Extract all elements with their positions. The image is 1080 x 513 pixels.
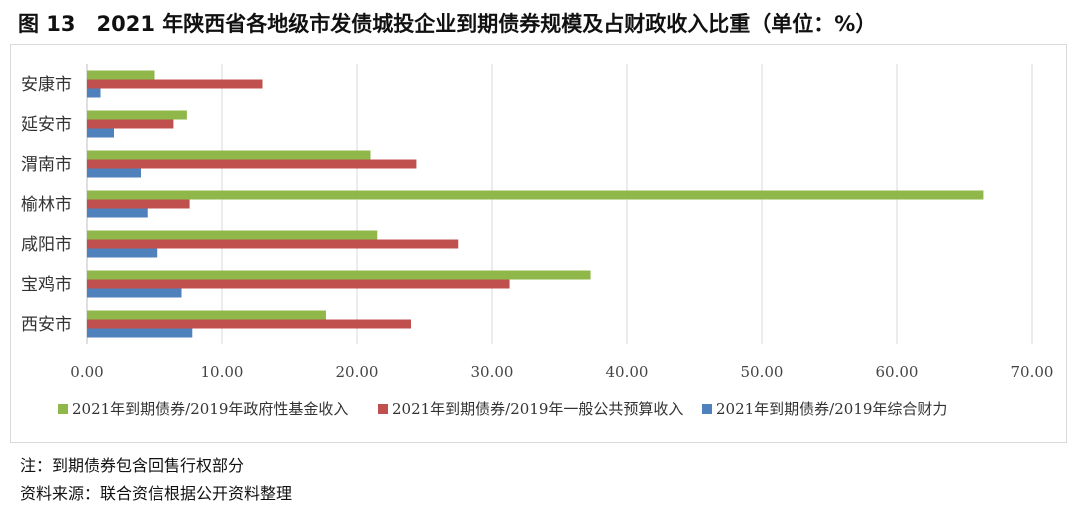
x-tick-label: 40.00 — [606, 363, 649, 381]
footnotes: 注：到期债券包含回售行权部分 资料来源：联合资信根据公开资料整理 — [20, 452, 292, 508]
bar — [87, 248, 158, 258]
legend-swatch — [378, 404, 388, 414]
y-category-label: 渭南市 — [21, 155, 72, 175]
y-category-label: 榆林市 — [21, 195, 72, 215]
bar — [87, 310, 326, 320]
bar — [87, 279, 510, 289]
x-tick-label: 70.00 — [1011, 363, 1054, 381]
bar — [87, 150, 371, 160]
bar — [87, 70, 155, 80]
legend-label: 2021年到期债券/2019年政府性基金收入 — [72, 400, 348, 418]
bar — [87, 208, 148, 218]
x-tick-label: 30.00 — [471, 363, 514, 381]
x-tick-label: 0.00 — [70, 363, 103, 381]
legend-label: 2021年到期债券/2019年一般公共预算收入 — [392, 400, 683, 418]
bar — [87, 88, 101, 98]
bar — [87, 270, 591, 280]
bar — [87, 288, 182, 298]
legend-swatch — [58, 404, 68, 414]
bar — [87, 239, 459, 249]
bar — [87, 159, 417, 169]
y-category-label: 延安市 — [21, 115, 72, 135]
chart-title: 图 13 2021 年陕西省各地级市发债城投企业到期债券规模及占财政收入比重（单… — [18, 12, 877, 36]
legend-label: 2021年到期债券/2019年综合财力 — [716, 400, 947, 418]
x-tick-label: 60.00 — [876, 363, 919, 381]
source-text: 资料来源：联合资信根据公开资料整理 — [20, 484, 293, 503]
bar — [87, 190, 984, 200]
bar — [87, 230, 378, 240]
y-category-label: 安康市 — [21, 75, 72, 95]
y-category-label: 西安市 — [21, 315, 72, 335]
bar — [87, 199, 190, 209]
x-tick-label: 10.00 — [201, 363, 244, 381]
note-text: 注：到期债券包含回售行权部分 — [20, 456, 245, 475]
bar — [87, 168, 141, 178]
x-tick-label: 50.00 — [741, 363, 784, 381]
legend-swatch — [702, 404, 712, 414]
y-category-label: 宝鸡市 — [21, 275, 72, 295]
bar — [87, 110, 187, 120]
bar — [87, 79, 263, 89]
bar — [87, 319, 411, 329]
bar — [87, 328, 193, 338]
x-tick-label: 20.00 — [336, 363, 379, 381]
bar — [87, 119, 174, 129]
bar — [87, 128, 114, 138]
y-category-label: 咸阳市 — [21, 235, 72, 255]
